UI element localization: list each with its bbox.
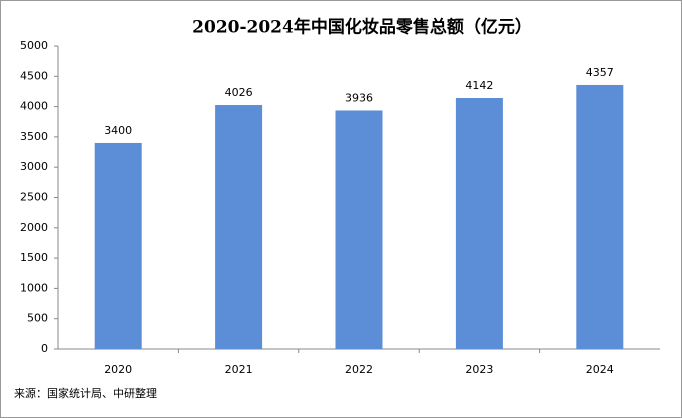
y-tick-label: 2000 (20, 221, 48, 234)
x-tick-label: 2023 (465, 363, 493, 376)
y-tick-label: 4500 (20, 69, 48, 82)
source-note: 来源：国家统计局、中研整理 (14, 386, 157, 400)
bar (576, 84, 624, 350)
value-label: 3936 (345, 91, 373, 104)
x-tick-label: 2020 (104, 363, 132, 376)
value-label: 4026 (225, 86, 253, 99)
y-tick-label: 3500 (20, 130, 48, 143)
value-label: 4357 (586, 66, 614, 79)
bar (94, 142, 142, 349)
bar (215, 105, 263, 349)
y-tick-label: 1000 (20, 281, 48, 294)
y-tick-label: 500 (27, 312, 48, 325)
y-tick-label: 0 (41, 342, 48, 355)
value-label: 3400 (104, 124, 132, 137)
bar (455, 97, 503, 349)
chart-title: 2020-2024年中国化妆品零售总额（亿元） (192, 17, 532, 38)
x-tick-label: 2021 (225, 363, 253, 376)
y-tick-label: 4000 (20, 100, 48, 113)
value-label: 4142 (465, 79, 493, 92)
bar (335, 110, 383, 350)
x-tick-label: 2022 (345, 363, 373, 376)
y-tick-label: 3000 (20, 160, 48, 173)
y-tick-label: 1500 (20, 251, 48, 264)
x-tick-label: 2024 (586, 363, 614, 376)
y-tick-label: 2500 (20, 191, 48, 204)
y-tick-label: 5000 (20, 39, 48, 52)
